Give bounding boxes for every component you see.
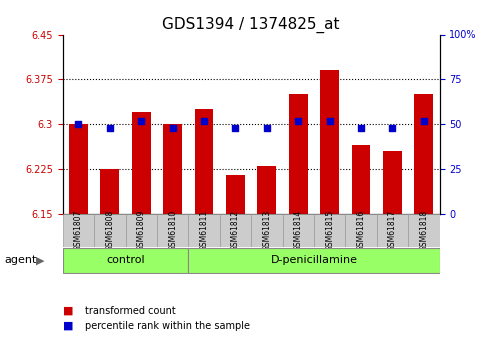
Bar	[157, 214, 188, 247]
Point	[74, 121, 82, 127]
Bar	[289, 94, 308, 214]
Text: control: control	[106, 256, 145, 265]
Text: agent: agent	[5, 256, 37, 265]
Text: GSM61815: GSM61815	[325, 210, 334, 251]
Title: GDS1394 / 1374825_at: GDS1394 / 1374825_at	[162, 17, 340, 33]
Point	[138, 118, 145, 124]
Bar	[63, 214, 94, 247]
Point	[357, 125, 365, 130]
Point	[326, 118, 333, 124]
Bar	[414, 94, 433, 214]
Text: GSM61816: GSM61816	[356, 210, 366, 251]
Text: GSM61811: GSM61811	[199, 210, 209, 251]
Point	[295, 118, 302, 124]
Text: GSM61808: GSM61808	[105, 210, 114, 251]
Text: GSM61807: GSM61807	[74, 210, 83, 251]
Text: GSM61817: GSM61817	[388, 210, 397, 251]
Bar	[226, 175, 245, 214]
Text: GSM61810: GSM61810	[168, 210, 177, 251]
Bar	[188, 248, 440, 273]
Bar	[345, 214, 377, 247]
Bar	[257, 166, 276, 214]
Bar	[126, 214, 157, 247]
Text: transformed count: transformed count	[85, 306, 175, 315]
Point	[263, 125, 271, 130]
Bar	[63, 248, 188, 273]
Point	[106, 125, 114, 130]
Text: ■: ■	[63, 321, 73, 331]
Bar	[320, 70, 339, 214]
Bar	[94, 214, 126, 247]
Text: GSM61814: GSM61814	[294, 210, 303, 251]
Point	[169, 125, 177, 130]
Bar	[69, 124, 88, 214]
Text: D-penicillamine: D-penicillamine	[270, 256, 357, 265]
Bar	[251, 214, 283, 247]
Point	[200, 118, 208, 124]
Bar	[383, 151, 402, 214]
Bar	[283, 214, 314, 247]
Text: GSM61809: GSM61809	[137, 210, 146, 251]
Bar	[408, 214, 440, 247]
Text: GSM61818: GSM61818	[419, 210, 428, 251]
Bar	[195, 109, 213, 214]
Text: ▶: ▶	[36, 256, 45, 265]
Bar	[220, 214, 251, 247]
Bar	[188, 214, 220, 247]
Point	[420, 118, 428, 124]
Text: percentile rank within the sample: percentile rank within the sample	[85, 321, 250, 331]
Bar	[314, 214, 345, 247]
Bar	[352, 145, 370, 214]
Text: GSM61813: GSM61813	[262, 210, 271, 251]
Point	[389, 125, 397, 130]
Bar	[377, 214, 408, 247]
Text: ■: ■	[63, 306, 73, 315]
Bar	[132, 112, 151, 214]
Point	[232, 125, 240, 130]
Text: GSM61812: GSM61812	[231, 210, 240, 251]
Bar	[100, 169, 119, 214]
Bar	[163, 124, 182, 214]
